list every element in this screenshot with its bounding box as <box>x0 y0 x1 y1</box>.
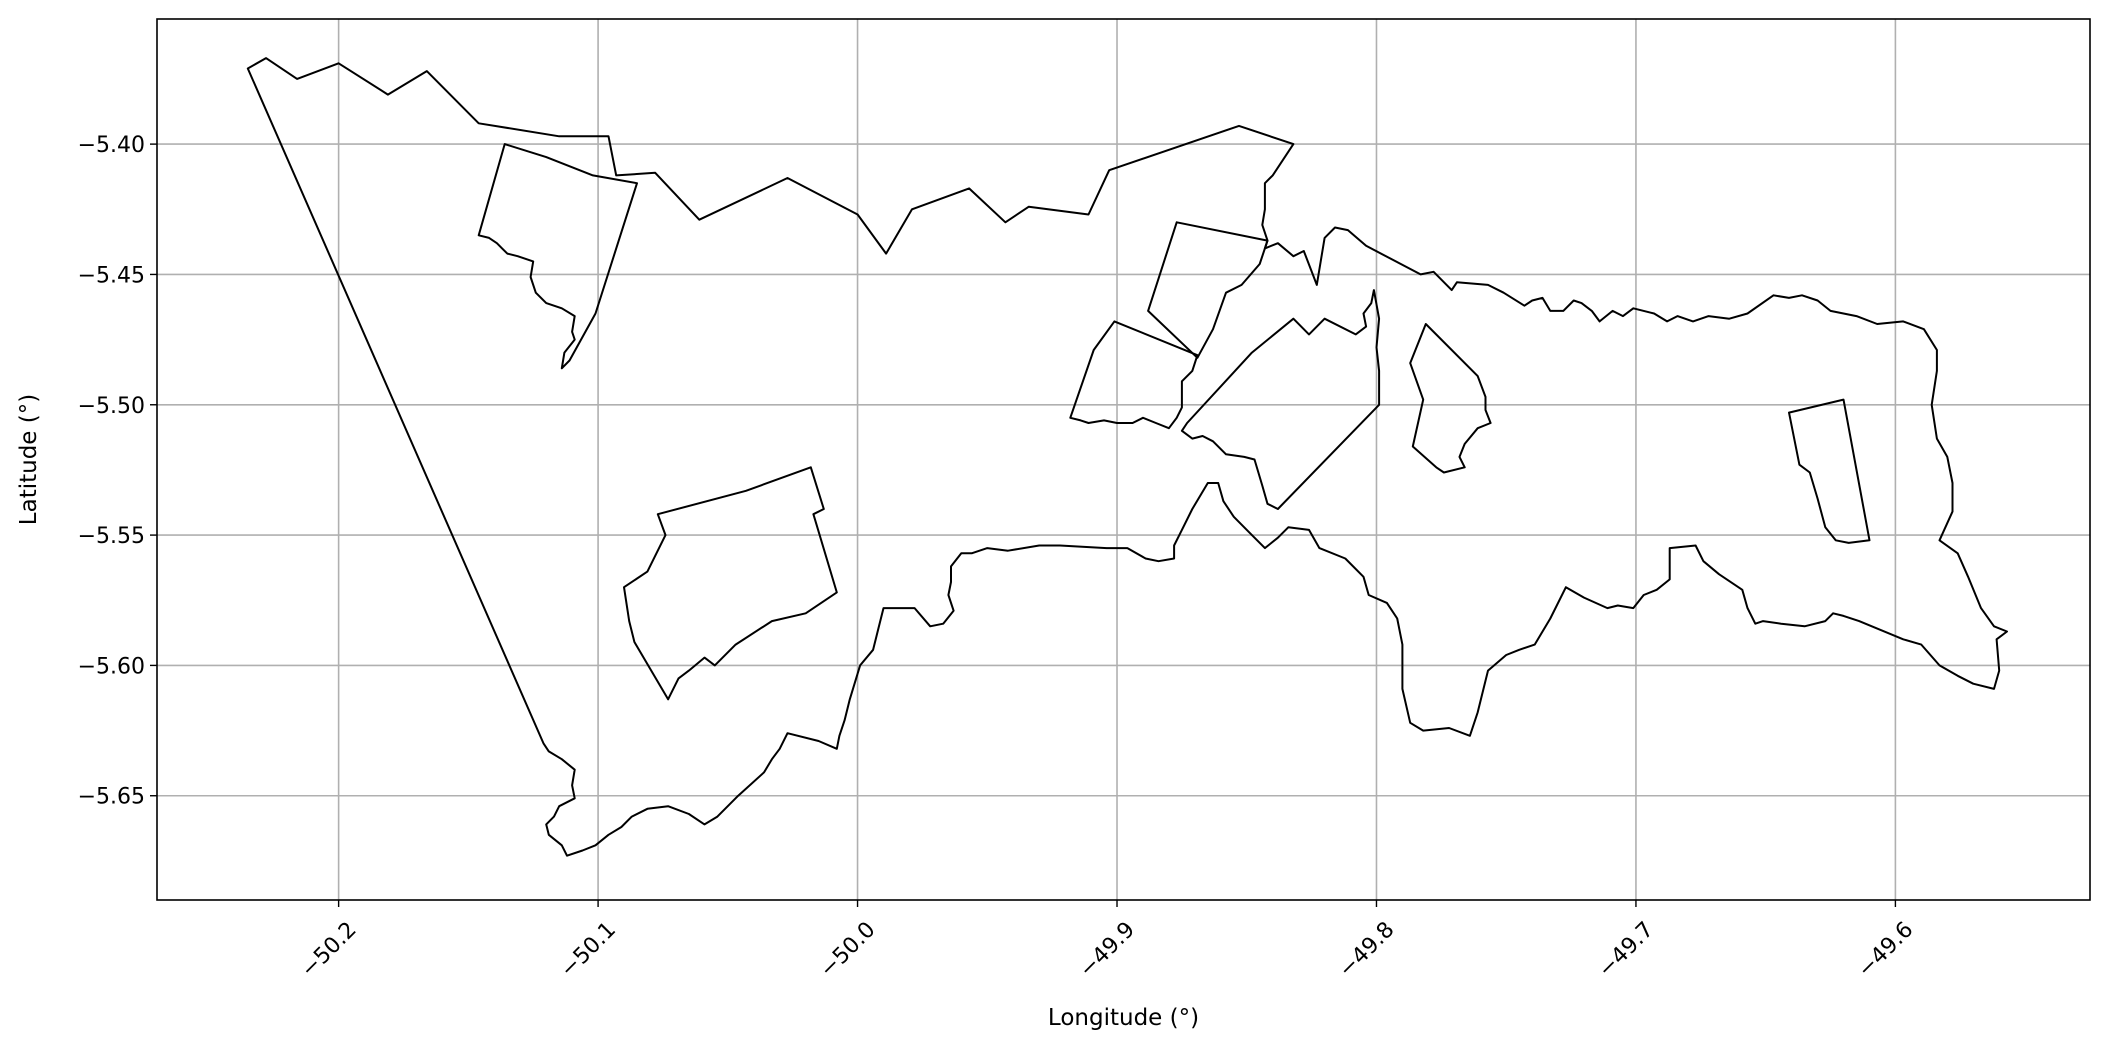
polygon-parcel-far-east <box>1788 398 1871 544</box>
grid <box>157 19 2090 900</box>
polygon-parcel-east-small <box>1409 323 1492 474</box>
polygon-parcel-southwest <box>623 466 838 701</box>
y-tick-label: −5.55 <box>78 524 145 549</box>
plot-area <box>246 57 2008 857</box>
y-tick-label: −5.65 <box>78 785 145 810</box>
polygon-outer-boundary <box>246 57 2008 857</box>
y-tick-label: −5.40 <box>78 133 145 158</box>
polygon-parcel-central-north <box>1147 221 1269 359</box>
axes-frame <box>156 18 2091 901</box>
y-tick-label: −5.45 <box>78 263 145 288</box>
y-axis-label: Latitude (°) <box>16 394 42 525</box>
polygon-parcel-central-west <box>1069 320 1199 430</box>
y-tick-label: −5.60 <box>78 654 145 679</box>
polygon-parcel-northwest <box>477 143 638 370</box>
x-axis-label: Longitude (°) <box>1048 1005 1199 1031</box>
y-tick-label: −5.50 <box>78 394 145 419</box>
polygon-parcel-central <box>1180 289 1381 510</box>
